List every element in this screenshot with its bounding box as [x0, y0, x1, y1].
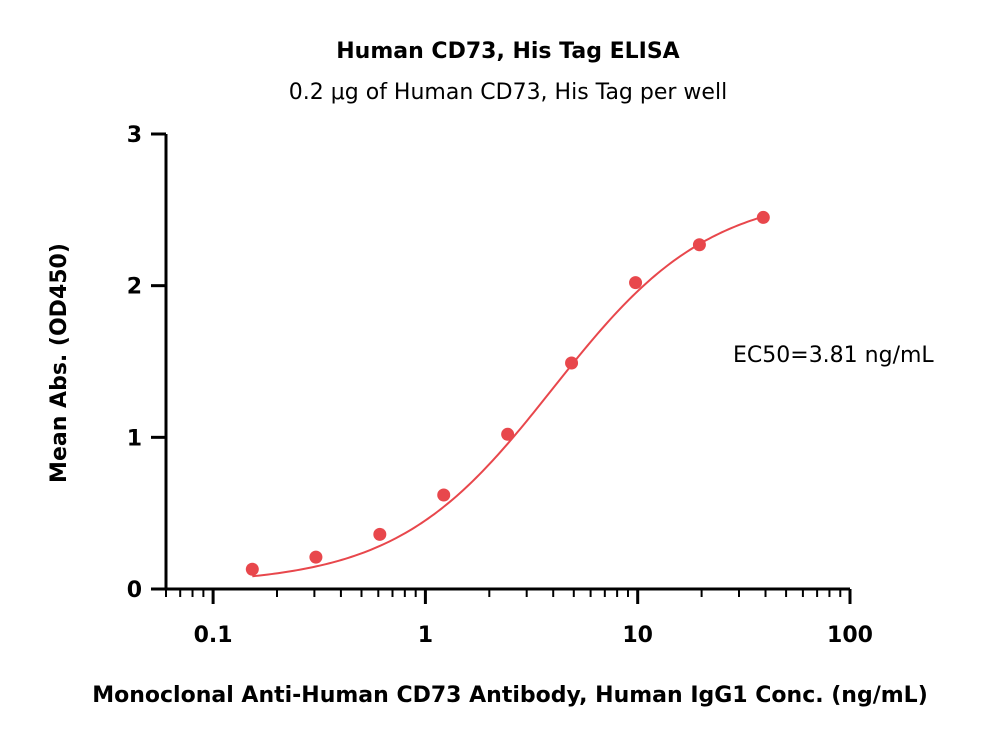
data-point	[437, 488, 451, 502]
chart-title: Human CD73, His Tag ELISA	[336, 39, 679, 64]
y-tick-label: 2	[127, 275, 142, 300]
data-point	[309, 550, 323, 564]
x-axis-ticks: 0.1 1 10 100	[165, 589, 873, 648]
x-tick-label: 10	[622, 623, 653, 648]
x-tick-label: 100	[827, 623, 873, 648]
data-point	[692, 238, 706, 252]
x-tick-label: 0.1	[194, 623, 233, 648]
y-tick-label: 0	[127, 578, 142, 603]
x-tick-label: 1	[418, 623, 433, 648]
data-point	[245, 562, 259, 576]
data-point	[373, 527, 387, 541]
axes	[164, 134, 850, 591]
chart-subtitle: 0.2 μg of Human CD73, His Tag per well	[289, 80, 727, 105]
data-point	[501, 427, 515, 441]
data-point	[629, 276, 643, 290]
data-point	[565, 356, 579, 370]
ec50-annotation: EC50=3.81 ng/mL	[733, 343, 934, 368]
y-axis-label: Mean Abs. (OD450)	[47, 243, 72, 483]
y-axis-ticks: 0 1 2 3	[127, 123, 166, 603]
fit-curve	[252, 215, 764, 578]
data-point	[756, 210, 770, 224]
data-points	[245, 210, 770, 576]
x-axis-label: Monoclonal Anti-Human CD73 Antibody, Hum…	[92, 683, 928, 708]
y-tick-label: 3	[127, 123, 142, 148]
y-tick-label: 1	[127, 426, 142, 451]
